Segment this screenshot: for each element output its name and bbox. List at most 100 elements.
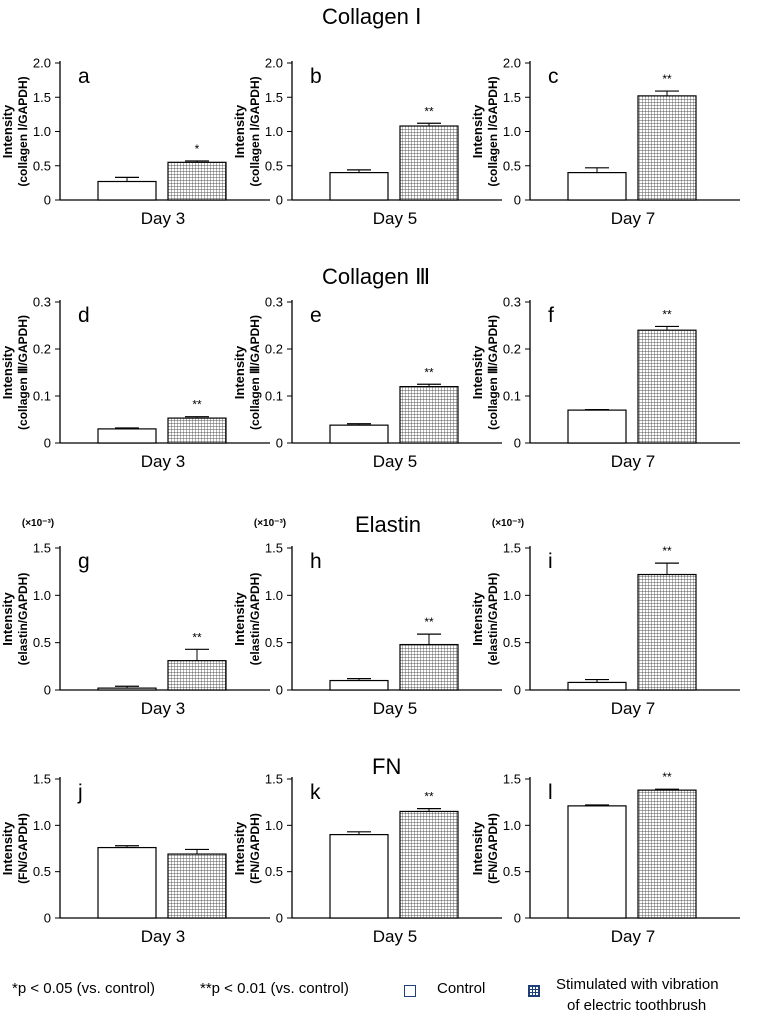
bar-stimulated	[399, 125, 459, 201]
y-tick-label: 0	[514, 193, 521, 208]
y-tick-label: 1.5	[265, 772, 283, 787]
panel-letter: i	[548, 550, 553, 573]
panel-letter: h	[310, 550, 322, 573]
significance-marker: **	[192, 630, 202, 644]
y-tick-label: 0.2	[265, 342, 283, 357]
y-tick-label: 1.5	[265, 541, 283, 556]
y-tick-label: 1.5	[503, 90, 521, 105]
y-axis-multiplier: (×10⁻³)	[22, 518, 54, 529]
y-tick-label: 0.5	[265, 158, 283, 173]
bar-stimulated	[637, 573, 697, 691]
panel-letter: g	[78, 550, 90, 573]
significance-marker: **	[662, 72, 672, 86]
legend-stimulated-label-line1: Stimulated with vibration	[556, 976, 719, 993]
y-axis-label: Intensity	[0, 592, 15, 646]
x-axis-label: Day 3	[141, 209, 185, 228]
x-axis-label: Day 5	[373, 699, 417, 718]
y-tick-label: 2.0	[265, 56, 283, 71]
x-axis-label: Day 5	[373, 209, 417, 228]
section-title-fn: FN	[372, 754, 402, 779]
x-axis-label: Day 3	[141, 452, 185, 471]
y-tick-label: 1.0	[265, 124, 283, 139]
panel-letter: l	[548, 781, 553, 804]
y-tick-label: 0	[514, 683, 521, 698]
y-tick-label: 0.5	[503, 158, 521, 173]
x-axis-label: Day 5	[373, 927, 417, 946]
y-axis-label-sub: (collagen Ⅲ/GAPDH)	[486, 315, 500, 430]
y-tick-label: 1.0	[265, 818, 283, 833]
y-tick-label: 1.5	[265, 90, 283, 105]
footnote-p05: *p < 0.05 (vs. control)	[12, 980, 155, 997]
y-axis-label: Intensity	[232, 821, 247, 875]
bar-control	[329, 833, 389, 919]
y-axis-label: Intensity	[0, 345, 15, 399]
x-axis-label: Day 3	[141, 699, 185, 718]
y-axis-label-sub: (collagen Ⅰ/GAPDH)	[486, 76, 500, 186]
x-axis-label: Day 5	[373, 452, 417, 471]
legend-stimulated-swatch	[528, 985, 540, 997]
y-axis-label-sub: (elastin/GAPDH)	[486, 573, 500, 666]
bar-stimulated	[167, 660, 227, 691]
y-axis-label: Intensity	[232, 104, 247, 158]
y-tick-label: 1.5	[33, 772, 51, 787]
y-tick-label: 1.5	[503, 772, 521, 787]
y-tick-label: 0.3	[265, 295, 283, 310]
bar-control	[567, 805, 627, 919]
x-axis-label: Day 7	[611, 927, 655, 946]
significance-marker: **	[192, 398, 202, 412]
y-tick-label: 0.5	[265, 864, 283, 879]
y-axis-label: Intensity	[0, 821, 15, 875]
y-axis-label-sub: (elastin/GAPDH)	[16, 573, 30, 666]
legend-control-label: Control	[437, 980, 486, 997]
bar-stimulated	[637, 95, 697, 201]
y-tick-label: 1.0	[503, 588, 521, 603]
significance-marker: **	[424, 615, 434, 629]
panel-letter: d	[78, 304, 90, 327]
y-tick-label: 1.0	[265, 588, 283, 603]
bar-stimulated	[399, 386, 459, 444]
bar-control	[329, 172, 389, 201]
y-tick-label: 0	[44, 683, 51, 698]
y-axis-multiplier: (×10⁻³)	[492, 518, 524, 529]
panel-letter: f	[548, 304, 554, 327]
significance-marker: *	[195, 142, 200, 156]
y-tick-label: 0.5	[265, 635, 283, 650]
x-axis-label: Day 7	[611, 209, 655, 228]
y-tick-label: 0	[276, 911, 283, 926]
panel-letter: e	[310, 304, 322, 327]
footnote-p01: **p < 0.01 (vs. control)	[200, 980, 349, 997]
bar-stimulated	[167, 161, 227, 201]
panel-c: 0 0.5 1.0 1.5 2.0 Intensity (collagen Ⅰ/GAPDH)…	[470, 56, 740, 228]
y-tick-label: 1.5	[33, 90, 51, 105]
bar-control	[97, 180, 157, 201]
y-axis-label: Intensity	[470, 104, 485, 158]
bar-stimulated	[399, 810, 459, 919]
y-tick-label: 0	[44, 436, 51, 451]
bar-control	[329, 679, 389, 691]
y-tick-label: 2.0	[503, 56, 521, 71]
y-tick-label: 0.1	[33, 389, 51, 404]
panel-letter: c	[548, 65, 559, 88]
y-tick-label: 0.2	[33, 342, 51, 357]
section-title-collagen-3: Collagen Ⅲ	[322, 264, 431, 289]
significance-marker: **	[424, 365, 434, 379]
section-title-elastin: Elastin	[355, 512, 422, 537]
y-tick-label: 0	[514, 911, 521, 926]
y-tick-label: 0	[276, 683, 283, 698]
significance-marker: **	[662, 770, 672, 784]
bar-stimulated	[399, 643, 459, 691]
y-tick-label: 2.0	[33, 56, 51, 71]
y-tick-label: 0	[276, 193, 283, 208]
y-tick-label: 1.0	[33, 818, 51, 833]
y-axis-label-sub: (collagen Ⅰ/GAPDH)	[248, 76, 262, 186]
panel-i: 0 0.5 1.0 1.5 Intensity (elastin/GAPDH) (×10⁻³…	[470, 518, 740, 718]
y-tick-label: 0.1	[265, 389, 283, 404]
x-axis-label: Day 3	[141, 927, 185, 946]
y-tick-label: 1.5	[33, 541, 51, 556]
y-axis-label-sub: (collagen Ⅰ/GAPDH)	[16, 76, 30, 186]
y-tick-label: 1.0	[503, 124, 521, 139]
bar-control	[97, 687, 157, 691]
